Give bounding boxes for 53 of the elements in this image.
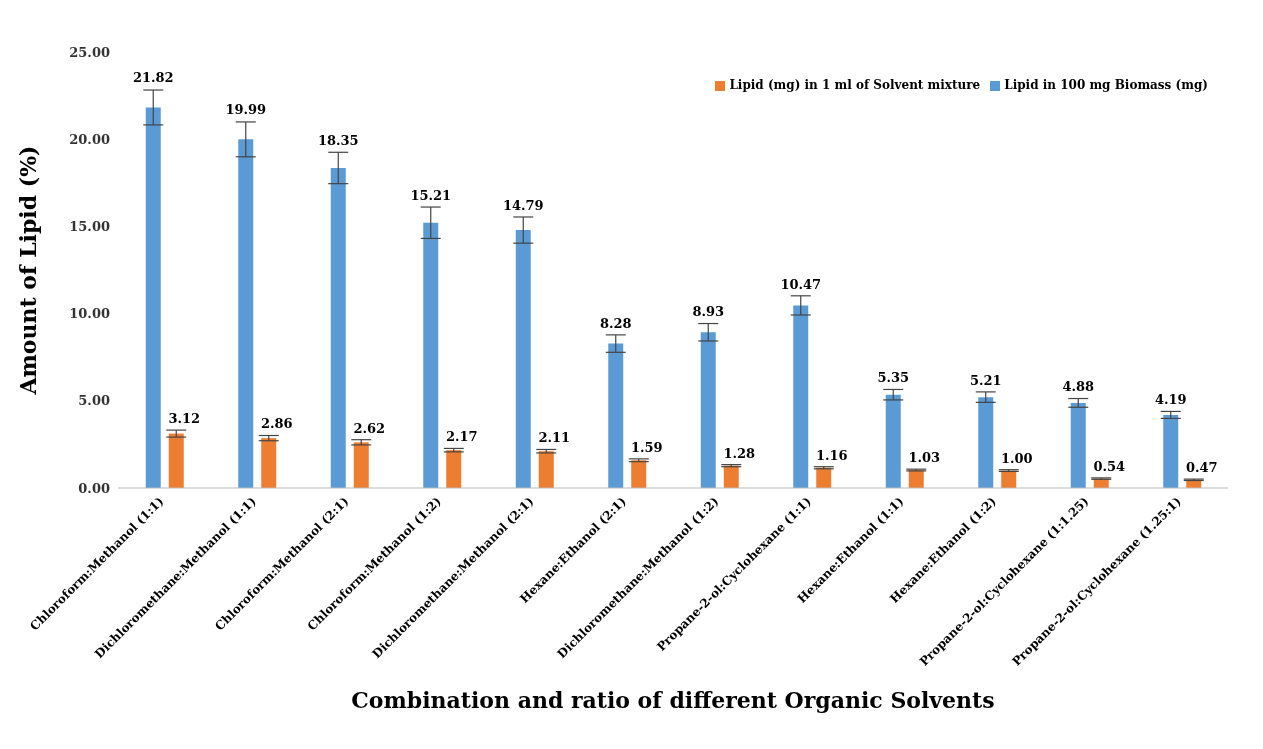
data-label: 2.17 [445, 429, 478, 445]
data-label: 2.62 [353, 420, 386, 436]
y-axis-title: Amount of Lipid (%) [14, 145, 41, 396]
bar [515, 230, 531, 488]
data-label: 0.54 [1093, 458, 1126, 474]
bar [608, 343, 624, 488]
y-tick-label: 5.00 [78, 393, 110, 409]
data-label: 4.88 [1062, 379, 1095, 395]
bar [723, 465, 739, 488]
bar [885, 394, 901, 488]
data-label: 2.11 [538, 430, 571, 446]
data-label: 14.79 [502, 197, 544, 213]
bar [168, 433, 184, 488]
bar [1070, 402, 1086, 488]
data-label: 1.03 [908, 450, 941, 466]
legend-label: Lipid (mg) in 1 ml of Solvent mixture [729, 78, 981, 92]
data-label: 8.28 [599, 315, 632, 331]
bar [1163, 414, 1179, 488]
data-label: 4.19 [1154, 392, 1187, 408]
data-label: 1.00 [1000, 450, 1033, 466]
bar [423, 222, 439, 488]
y-tick-label: 15.00 [69, 219, 110, 235]
y-tick-label: 20.00 [69, 131, 110, 147]
data-label: 5.21 [969, 372, 1002, 388]
bar [700, 332, 716, 488]
bar [353, 442, 369, 488]
y-tick-label: 0.00 [78, 480, 110, 496]
data-label: 21.82 [132, 70, 174, 86]
data-label: 8.93 [692, 304, 725, 320]
data-label: 10.47 [780, 276, 822, 292]
y-tick-label: 10.00 [69, 306, 110, 322]
data-label: 3.12 [168, 410, 201, 426]
data-label: 18.35 [317, 132, 359, 148]
bar [145, 107, 161, 488]
bar [978, 397, 994, 488]
bar [538, 451, 554, 488]
data-label: 15.21 [410, 187, 452, 203]
x-axis-title: Combination and ratio of different Organic Solvents [351, 687, 995, 713]
data-label: 1.59 [630, 439, 663, 455]
bar [793, 305, 809, 488]
data-label: 1.28 [723, 445, 756, 461]
data-label: 1.16 [815, 447, 848, 463]
bar [330, 167, 346, 488]
data-label: 0.47 [1185, 460, 1218, 476]
legend-label: Lipid in 100 mg Biomass (mg) [1004, 78, 1208, 92]
bar [261, 438, 277, 488]
bar [238, 139, 254, 488]
data-label: 5.35 [877, 370, 910, 386]
bar [631, 460, 647, 488]
data-label: 19.99 [225, 102, 267, 118]
bar [446, 450, 462, 488]
data-label: 2.86 [260, 416, 293, 432]
y-tick-label: 25.00 [69, 44, 110, 60]
